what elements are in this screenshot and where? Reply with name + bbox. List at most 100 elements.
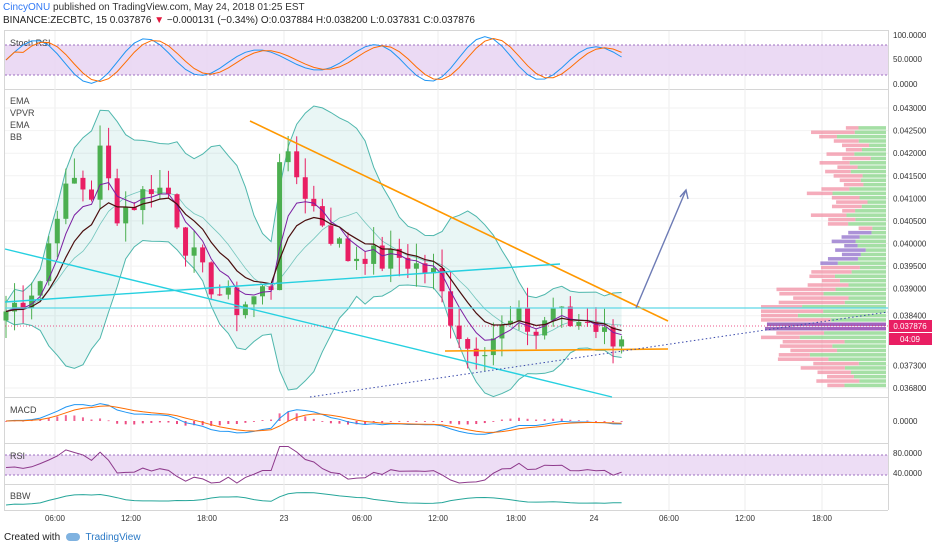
volume-row-up (867, 200, 886, 204)
volume-row-down (839, 178, 861, 183)
candle-body (157, 187, 163, 195)
volume-row-up (858, 126, 886, 130)
volume-row-up (857, 243, 886, 248)
macd-bar (552, 418, 555, 421)
volume-row-up (865, 248, 886, 252)
macd-bar (73, 415, 76, 421)
rsi-tick-40: 40.0000 (893, 469, 922, 478)
volume-row-down (842, 143, 870, 148)
candle-body (362, 258, 368, 264)
candle-body (148, 189, 154, 195)
volume-row-down (782, 339, 845, 344)
rsi-line (5, 446, 622, 484)
candle-body (140, 189, 146, 211)
macd-bar (500, 419, 503, 421)
trendline-dotted (309, 311, 889, 398)
bollinger-basis (5, 189, 622, 337)
volume-row-down (843, 182, 864, 187)
volume-row-down (845, 126, 859, 130)
candle-body (550, 308, 556, 321)
candle-body (80, 177, 86, 190)
low-value: L:0.037831 (370, 15, 421, 26)
volume-row-down (793, 296, 849, 300)
stoch-k-line (5, 36, 622, 84)
candle-body (200, 247, 206, 263)
volume-row-up (832, 191, 886, 196)
volume-row-down (827, 257, 858, 261)
macd-bar (133, 421, 136, 425)
price-axis: 0.043000 0.042500 0.042000 0.041500 0.041000… (893, 104, 927, 393)
volume-row-down (779, 291, 824, 296)
volume-row-up (844, 383, 886, 388)
volume-row-down (776, 331, 825, 335)
volume-row-up (823, 291, 886, 296)
author-link[interactable]: CincyONU (3, 2, 51, 13)
volume-row-up (859, 235, 886, 239)
volume-row-down (833, 174, 863, 178)
volume-row-up (828, 357, 886, 361)
volume-profile (761, 126, 886, 388)
macd-bar (218, 421, 221, 426)
volume-row-down (821, 278, 840, 283)
candle-body (63, 183, 69, 219)
price-tick: 0.043000 (893, 104, 927, 113)
volume-row-down (811, 270, 852, 274)
indicator-ema-2: EMA (10, 120, 30, 130)
volume-row-down (828, 217, 856, 222)
time-tick: 24 (590, 514, 599, 523)
macd-bar (287, 411, 290, 421)
candle-body (114, 178, 120, 224)
candle-body (602, 327, 607, 332)
candle-body (106, 145, 112, 179)
volume-row-up (797, 313, 886, 318)
volume-row-down (835, 248, 866, 252)
volume-row-down (826, 152, 855, 156)
candle-body (422, 263, 428, 274)
volume-row-up (849, 161, 886, 165)
time-tick: 18:00 (812, 514, 833, 523)
candle-body (619, 339, 625, 347)
indicator-bb: BB (10, 132, 22, 142)
volume-row-down (764, 326, 827, 331)
candle-body (234, 287, 240, 316)
macd-bar (586, 420, 589, 422)
bollinger-upper (5, 105, 622, 303)
volume-row-down (806, 191, 833, 196)
candle-body (242, 304, 248, 316)
volume-row-up (844, 300, 886, 305)
candle-body (465, 339, 471, 349)
macd-bar (64, 415, 67, 421)
macd-bar (193, 421, 196, 426)
price-tick: 0.037300 (893, 361, 927, 370)
candle-body (388, 248, 394, 269)
candle-body (183, 227, 189, 256)
macd-bar (492, 421, 495, 422)
macd-label: MACD (10, 405, 37, 415)
macd-bar (483, 421, 486, 424)
candle-body (20, 302, 26, 309)
volume-row-up (853, 374, 886, 379)
macd-bar (518, 417, 520, 421)
time-tick: 06:00 (352, 514, 373, 523)
time-tick: 18:00 (197, 514, 218, 523)
macd-bar (535, 419, 538, 421)
macd-bar (167, 421, 170, 423)
volume-row-up (872, 226, 886, 231)
candle-body (29, 295, 35, 309)
close-value: C:0.037876 (423, 15, 475, 26)
candle-body (576, 321, 582, 327)
footer-brand[interactable]: TradingView (85, 532, 141, 543)
volume-row-down (807, 283, 849, 287)
candle-body (97, 145, 103, 200)
candle-body (260, 286, 265, 297)
volume-row-up (799, 335, 886, 340)
volume-row-down (776, 287, 836, 292)
macd-bar (449, 421, 452, 424)
volume-row-up (848, 283, 886, 287)
volume-row-down (761, 305, 803, 309)
candle-body (311, 198, 317, 207)
volume-row-up (863, 182, 886, 187)
volume-row-up (870, 156, 886, 161)
candle-body (54, 218, 60, 244)
